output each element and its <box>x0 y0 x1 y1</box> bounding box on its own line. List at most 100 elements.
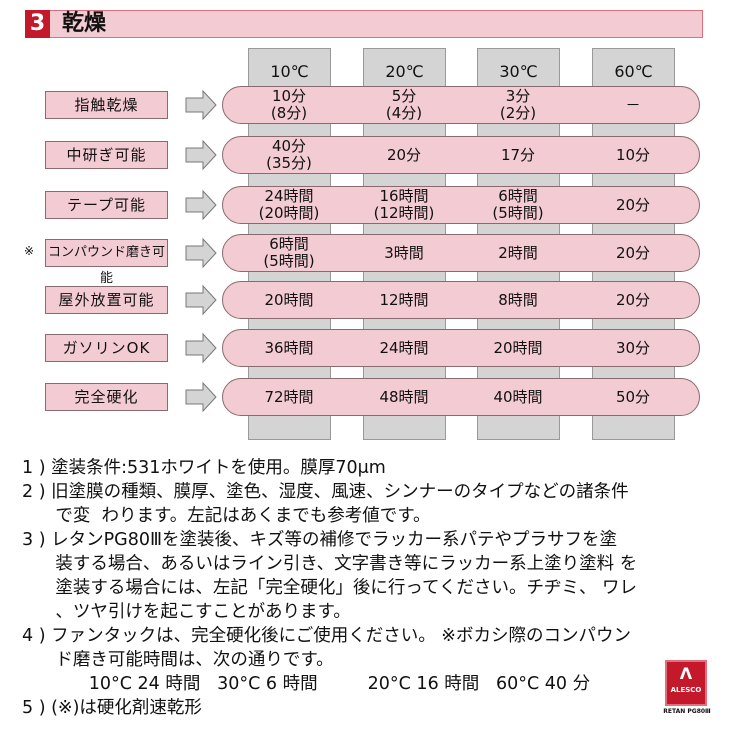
value-cell: 40時間 <box>463 378 573 416</box>
value-text: 6時間 <box>269 235 309 253</box>
row-band <box>222 378 700 416</box>
value-cell: 3分 (2分) <box>463 86 573 124</box>
note-line: 1 ) 塗装条件:531ホワイトを使用。膜厚70μm <box>22 458 386 478</box>
value-text: 40時間 <box>493 387 543 406</box>
value-text: (2分) <box>499 104 537 122</box>
arrow-icon <box>185 284 217 316</box>
value-cell: 30分 <box>578 329 688 367</box>
value-text: 6時間 <box>498 187 538 205</box>
value-text: 8時間 <box>498 290 538 309</box>
value-text: 24時間 <box>379 338 429 357</box>
value-text: 20分 <box>615 195 651 214</box>
value-cell: 50分 <box>578 378 688 416</box>
value-text: 10分 <box>615 145 651 164</box>
value-text: (12時間) <box>373 204 435 222</box>
logo-text: ALESCO <box>670 686 702 694</box>
value-text: 5分 <box>391 87 417 105</box>
note-line: 2 ) 旧塗膜の種類、膜厚、塗色、湿度、風速、シンナーのタイプなどの諸条件 <box>22 482 629 502</box>
value-cell: 8時間 <box>463 281 573 319</box>
row-band <box>222 136 700 174</box>
value-text: (5時間) <box>263 252 315 270</box>
row-label: 完全硬化 <box>45 383 168 411</box>
row-band <box>222 281 700 319</box>
value-text: 36時間 <box>264 338 314 357</box>
value-text: 10分 <box>271 87 307 105</box>
value-cell: 5分 (4分) <box>349 86 459 124</box>
row-label: コンパウンド磨き可能 <box>45 239 168 286</box>
value-cell: 6時間 (5時間) <box>234 234 344 272</box>
column-header: 60℃ <box>614 62 653 81</box>
value-cell: － <box>578 86 688 124</box>
row-label: ガソリンOK <box>45 334 168 362</box>
column-header: 10℃ <box>270 62 309 81</box>
row-band <box>222 186 700 224</box>
value-text: 17分 <box>500 145 536 164</box>
value-cell: 16時間 (12時間) <box>349 186 459 224</box>
row-band <box>222 234 700 272</box>
value-cell: 72時間 <box>234 378 344 416</box>
value-cell: 20分 <box>578 234 688 272</box>
value-cell: 24時間 (20時間) <box>234 186 344 224</box>
value-text: 20時間 <box>264 290 314 309</box>
arrow-icon <box>185 139 217 171</box>
note-line: 10°C 24 時間 30°C 6 時間 20°C 16 時間 60°C 40 … <box>22 674 591 694</box>
section-number: 3 <box>25 10 50 38</box>
section-title: 乾燥 <box>62 11 107 36</box>
note-line: 5 ) (※)は硬化剤速乾形 <box>22 698 202 718</box>
row-label: テープ可能 <box>45 191 168 219</box>
note-line: 装する場合、あるいはライン引き、文字書き等にラッカー系上塗り塗料 を <box>22 554 638 574</box>
value-cell: 12時間 <box>349 281 459 319</box>
value-text: 20分 <box>386 145 422 164</box>
arrow-icon <box>185 332 217 364</box>
arrow-icon <box>185 189 217 221</box>
value-cell: 20分 <box>578 281 688 319</box>
value-text: 20分 <box>615 243 651 262</box>
value-cell: 2時間 <box>463 234 573 272</box>
row-label: 指触乾燥 <box>45 91 168 119</box>
value-text: (35分) <box>266 154 312 172</box>
value-text: (5時間) <box>492 204 544 222</box>
value-cell: 17分 <box>463 136 573 174</box>
column-header: 20℃ <box>385 62 424 81</box>
asterisk-mark: ※ <box>24 244 35 258</box>
value-cell: 24時間 <box>349 329 459 367</box>
value-cell: 20時間 <box>234 281 344 319</box>
value-text: 48時間 <box>379 387 429 406</box>
note-line: ド磨き可能時間は、次の通りです。 <box>22 650 334 670</box>
value-cell: 20分 <box>349 136 459 174</box>
value-cell: 20分 <box>578 186 688 224</box>
column-header: 30℃ <box>499 62 538 81</box>
value-text: 2時間 <box>498 243 538 262</box>
value-text: 30分 <box>615 338 651 357</box>
value-text: 24時間 <box>264 187 314 205</box>
arrow-icon <box>185 237 217 269</box>
value-cell: 20時間 <box>463 329 573 367</box>
value-cell: 10分 (8分) <box>234 86 344 124</box>
value-cell: 40分 (35分) <box>234 136 344 174</box>
note-line: で変 わります。左記はあくまでも参考値です。 <box>22 506 431 526</box>
value-text: 72時間 <box>264 387 314 406</box>
arrow-icon <box>185 381 217 413</box>
value-text: 3時間 <box>384 243 424 262</box>
row-label: 屋外放置可能 <box>45 286 168 314</box>
value-cell: 6時間 (5時間) <box>463 186 573 224</box>
value-text: (4分) <box>385 104 423 122</box>
value-text: 40分 <box>271 137 307 155</box>
value-text: (20時間) <box>258 204 320 222</box>
value-text: － <box>625 95 641 114</box>
row-band <box>222 329 700 367</box>
value-text: 3分 <box>505 87 531 105</box>
value-text: 16時間 <box>379 187 429 205</box>
value-cell: 3時間 <box>349 234 459 272</box>
section-title-bar <box>25 10 703 38</box>
note-line: 4 ) ファンタックは、完全硬化後にご使用ください。 ※ボカシ際のコンパウン <box>22 626 631 646</box>
value-text: 12時間 <box>379 290 429 309</box>
value-cell: 36時間 <box>234 329 344 367</box>
logo-subtitle: RETAN PG80Ⅲ <box>663 708 711 715</box>
value-cell: 10分 <box>578 136 688 174</box>
value-text: 20分 <box>615 290 651 309</box>
value-text: 50分 <box>615 387 651 406</box>
value-text: (8分) <box>270 104 308 122</box>
note-line: 3 ) レタンPG80Ⅲを塗装後、キズ等の補修でラッカー系パテやプラサフを塗 <box>22 530 618 550</box>
row-band <box>222 86 700 124</box>
